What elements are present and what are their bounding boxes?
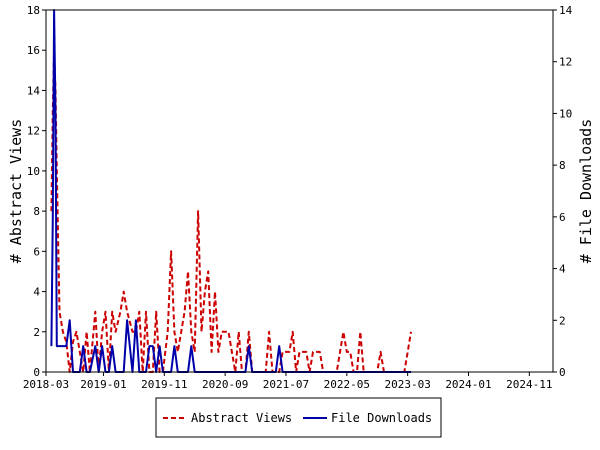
y-right-tick-label: 2 <box>559 314 566 327</box>
legend-views-label: Abstract Views <box>191 411 292 425</box>
y-right-tick-label: 6 <box>559 211 566 224</box>
y-left-tick-label: 2 <box>33 326 40 339</box>
legend-box <box>155 397 442 438</box>
y-left-tick-label: 14 <box>27 84 41 97</box>
y-left-tick-label: 6 <box>33 245 40 258</box>
x-tick-label: 2020-09 <box>202 378 248 391</box>
y-left-tick-label: 0 <box>33 366 40 379</box>
y-axis-right-title: # File Downloads <box>577 119 595 264</box>
y-left-tick-label: 18 <box>27 4 40 17</box>
x-tick-label: 2023-03 <box>384 378 430 391</box>
legend-downloads-label: File Downloads <box>331 411 432 425</box>
y-left-tick-label: 8 <box>33 205 40 218</box>
x-tick-label: 2022-05 <box>324 378 370 391</box>
y-left-tick-label: 4 <box>33 286 40 299</box>
y-right-tick-label: 12 <box>559 56 572 69</box>
axis-layer: 0 2 4 6 8 10 12 14 16 18 0 2 4 6 8 10 12 14 2018-03 2019-01… <box>23 4 573 391</box>
y-left-tick-label: 12 <box>27 125 40 138</box>
x-tick-label: 2018-03 <box>23 378 69 391</box>
legend: Abstract Views File Downloads <box>155 397 442 438</box>
series-line-abstract-views <box>50 49 412 373</box>
x-tick-label: 2019-11 <box>141 378 187 391</box>
x-tick-label: 2019-01 <box>80 378 126 391</box>
y-left-tick-label: 16 <box>27 44 40 57</box>
x-tick-label: 2024-11 <box>506 378 552 391</box>
plot-frame <box>45 9 554 373</box>
x-tick-label: 2024-01 <box>445 378 491 391</box>
y-axis-left-title: # Abstract Views <box>7 119 25 264</box>
y-left-tick-label: 10 <box>27 165 40 178</box>
y-right-tick-label: 8 <box>559 159 566 172</box>
x-tick-label: 2021-07 <box>263 378 309 391</box>
y-right-tick-label: 4 <box>559 263 566 276</box>
y-right-tick-label: 10 <box>559 107 572 120</box>
y-right-tick-label: 14 <box>559 4 573 17</box>
y-right-tick-label: 0 <box>559 366 566 379</box>
